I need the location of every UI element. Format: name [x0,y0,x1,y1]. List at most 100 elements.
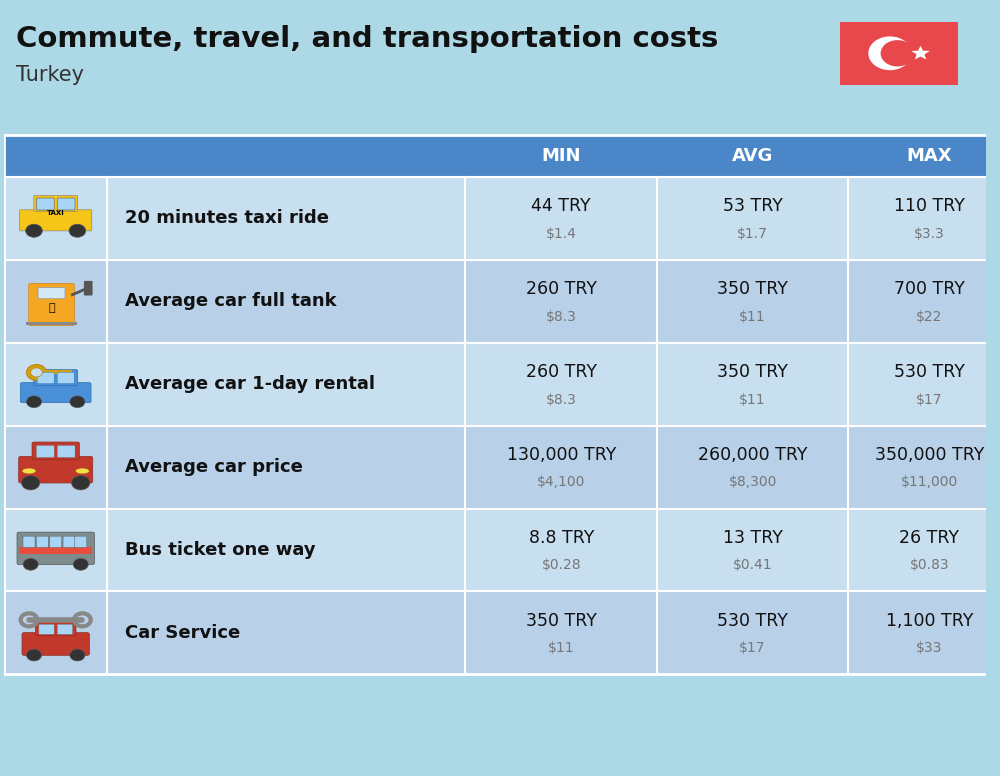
Text: 13 TRY: 13 TRY [723,528,783,547]
Text: 130,000 TRY: 130,000 TRY [507,445,616,464]
FancyBboxPatch shape [63,536,75,548]
Text: Commute, travel, and transportation costs: Commute, travel, and transportation cost… [16,25,718,53]
Text: AVG: AVG [732,147,773,165]
FancyBboxPatch shape [57,624,73,634]
Circle shape [70,650,85,661]
Text: $33: $33 [916,641,942,655]
FancyBboxPatch shape [34,369,78,386]
Text: 530 TRY: 530 TRY [717,611,788,629]
FancyBboxPatch shape [4,260,1000,343]
FancyBboxPatch shape [38,287,65,299]
Text: $11: $11 [739,393,766,407]
Text: 8.8 TRY: 8.8 TRY [529,528,594,547]
Text: 350 TRY: 350 TRY [717,280,788,298]
Text: 700 TRY: 700 TRY [894,280,965,298]
Polygon shape [911,46,930,60]
Text: MIN: MIN [541,147,581,165]
FancyBboxPatch shape [4,177,1000,260]
Text: $11: $11 [739,310,766,324]
Text: 53 TRY: 53 TRY [723,197,783,215]
Text: 💧: 💧 [48,303,55,313]
Text: 44 TRY: 44 TRY [531,197,591,215]
Text: $22: $22 [916,310,942,324]
Ellipse shape [76,469,89,473]
Text: Turkey: Turkey [16,64,84,85]
FancyBboxPatch shape [840,22,958,85]
Text: Average car price: Average car price [125,458,303,476]
Text: 1,100 TRY: 1,100 TRY [886,611,973,629]
FancyBboxPatch shape [4,135,1000,177]
Text: $1.7: $1.7 [737,227,768,241]
FancyBboxPatch shape [4,508,1000,591]
Text: $17: $17 [739,641,766,655]
FancyBboxPatch shape [32,442,79,459]
Text: $3.3: $3.3 [914,227,945,241]
FancyBboxPatch shape [35,621,76,636]
Circle shape [72,476,90,490]
FancyBboxPatch shape [36,198,54,210]
Text: Average car 1-day rental: Average car 1-day rental [125,375,375,393]
FancyBboxPatch shape [4,343,1000,425]
FancyBboxPatch shape [36,536,48,548]
FancyBboxPatch shape [20,210,92,230]
Text: 26 TRY: 26 TRY [899,528,959,547]
Text: $11,000: $11,000 [901,476,958,490]
Circle shape [70,396,85,407]
Circle shape [26,396,42,407]
Text: $11: $11 [548,641,575,655]
Text: MAX: MAX [906,147,952,165]
Text: 20 minutes taxi ride: 20 minutes taxi ride [125,210,329,227]
Bar [19,547,92,554]
FancyBboxPatch shape [34,196,78,211]
FancyBboxPatch shape [37,372,54,383]
Circle shape [881,40,914,67]
FancyBboxPatch shape [17,532,94,565]
Text: $8.3: $8.3 [546,310,577,324]
Circle shape [26,365,47,380]
Bar [26,322,77,325]
FancyBboxPatch shape [50,536,62,548]
FancyBboxPatch shape [75,536,87,548]
FancyBboxPatch shape [19,456,93,483]
FancyBboxPatch shape [23,536,35,548]
Text: 350 TRY: 350 TRY [526,611,597,629]
Text: $0.28: $0.28 [541,558,581,573]
Circle shape [26,224,42,237]
FancyBboxPatch shape [4,425,1000,508]
FancyBboxPatch shape [22,632,89,655]
FancyBboxPatch shape [29,283,74,326]
Text: 260 TRY: 260 TRY [526,363,597,381]
FancyBboxPatch shape [39,624,54,634]
Text: 110 TRY: 110 TRY [894,197,965,215]
Text: $8,300: $8,300 [728,476,777,490]
FancyBboxPatch shape [57,198,75,210]
Text: 350,000 TRY: 350,000 TRY [875,445,984,464]
Circle shape [23,559,38,570]
Text: 260 TRY: 260 TRY [526,280,597,298]
Text: TAXI: TAXI [47,210,65,217]
Text: $8.3: $8.3 [546,393,577,407]
FancyBboxPatch shape [36,445,54,457]
Text: 350 TRY: 350 TRY [717,363,788,381]
Circle shape [26,650,42,661]
Text: $0.83: $0.83 [909,558,949,573]
Text: Average car full tank: Average car full tank [125,293,337,310]
Text: $17: $17 [916,393,943,407]
Circle shape [69,224,86,237]
Ellipse shape [22,469,36,473]
Circle shape [21,476,40,490]
Text: Bus ticket one way: Bus ticket one way [125,541,316,559]
Circle shape [73,559,88,570]
FancyBboxPatch shape [84,281,93,296]
Text: 530 TRY: 530 TRY [894,363,965,381]
Text: $1.4: $1.4 [546,227,577,241]
Text: $4,100: $4,100 [537,476,585,490]
FancyBboxPatch shape [4,591,1000,674]
Wedge shape [868,36,912,70]
FancyBboxPatch shape [57,445,75,457]
FancyBboxPatch shape [20,383,91,403]
Circle shape [31,368,42,377]
Text: 260,000 TRY: 260,000 TRY [698,445,807,464]
Text: $0.41: $0.41 [733,558,772,573]
FancyBboxPatch shape [57,372,74,383]
